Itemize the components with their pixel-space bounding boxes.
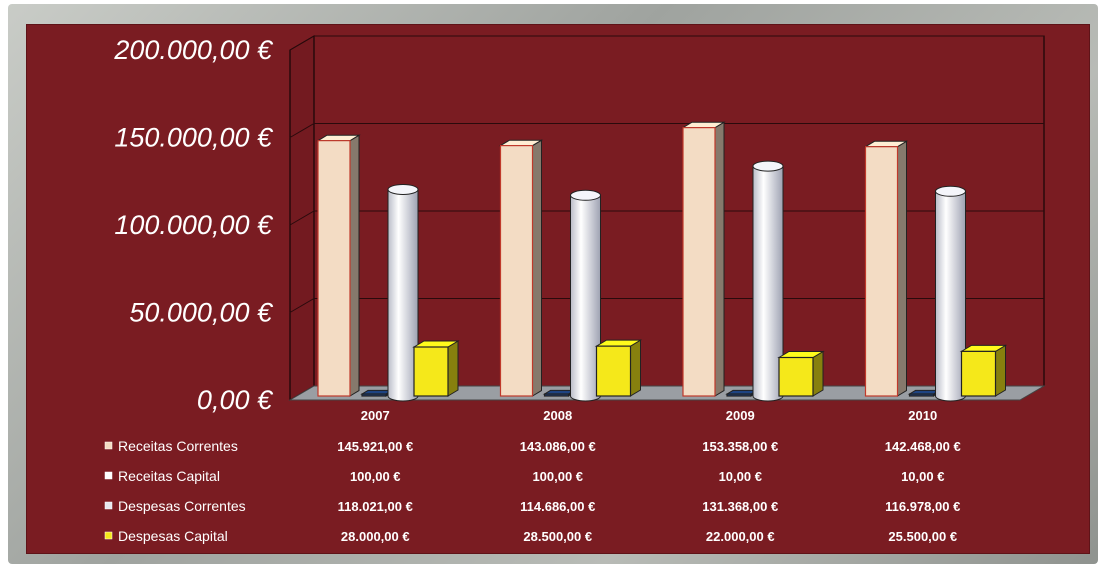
bar-front <box>682 127 716 397</box>
bar-front <box>726 393 752 397</box>
y-tick-label: 200.000,00 € <box>113 35 274 65</box>
bar <box>387 183 419 402</box>
chart-panel <box>26 24 1090 554</box>
data-label: 28.000,00 € <box>341 529 410 544</box>
bar <box>498 139 544 397</box>
data-table: Receitas Correntes 145.921,00 € 143.086,00… <box>104 438 961 544</box>
bar <box>681 121 726 397</box>
y-axis-ticks: 0,00 € 50.000,00 € 100.000,00 € 150.000,00 … <box>113 35 274 415</box>
legend-label: Receitas Capital <box>118 468 220 484</box>
bar-side <box>897 140 907 397</box>
bar <box>594 339 643 397</box>
y-tick-label: 50.000,00 € <box>129 298 274 328</box>
data-label: 153.358,00 € <box>702 439 778 454</box>
bar <box>316 134 361 397</box>
category-label: 2010 <box>908 408 937 423</box>
gridline <box>289 298 1044 313</box>
legend-label: Despesas Capital <box>118 528 228 544</box>
data-label: 10,00 € <box>901 469 944 484</box>
bar-side <box>532 139 542 397</box>
category-label: 2008 <box>543 408 572 423</box>
bar-front <box>317 140 351 397</box>
legend-swatch <box>104 441 113 450</box>
data-label: 25.500,00 € <box>888 529 957 544</box>
bar-front <box>960 350 997 397</box>
bar-top <box>935 185 966 197</box>
data-label: 10,00 € <box>719 469 762 484</box>
data-label: 145.921,00 € <box>337 439 413 454</box>
bar-top <box>387 183 419 195</box>
category-label: 2009 <box>726 408 755 423</box>
data-label: 131.368,00 € <box>702 499 778 514</box>
legend-swatch <box>104 501 113 510</box>
bar-front <box>543 393 570 397</box>
bar-side <box>812 350 824 397</box>
y-tick-label: 0,00 € <box>197 385 274 415</box>
data-label: 22.000,00 € <box>706 529 775 544</box>
bar <box>412 340 460 397</box>
data-label: 28.500,00 € <box>523 529 592 544</box>
bar-side <box>630 339 641 397</box>
bar-front <box>413 346 449 397</box>
bar-side <box>995 344 1006 397</box>
bar <box>777 350 825 397</box>
bar-top <box>570 189 601 201</box>
gridline <box>289 123 1044 138</box>
x-axis-categories: 2007 2008 2009 2010 <box>361 408 937 423</box>
category-label: 2007 <box>361 408 390 423</box>
legend-swatch <box>104 471 113 480</box>
gridline <box>289 35 1044 51</box>
bar <box>959 344 1008 397</box>
bar-side <box>349 134 360 397</box>
bar-side <box>447 340 459 397</box>
bar-side <box>714 121 725 397</box>
y-tick-label: 150.000,00 € <box>114 123 274 153</box>
y-tick-label: 100.000,00 € <box>114 210 274 240</box>
legend-label: Receitas Correntes <box>118 438 238 454</box>
data-label: 143.086,00 € <box>520 439 596 454</box>
bar-front <box>908 393 935 397</box>
data-label: 114.686,00 € <box>520 499 595 514</box>
data-label: 100,00 € <box>350 469 401 484</box>
bar-front <box>499 144 534 397</box>
data-label: 100,00 € <box>532 469 583 484</box>
bar-front <box>361 393 387 397</box>
bar <box>863 140 909 397</box>
legend-swatch <box>104 531 113 540</box>
bar-top <box>752 160 784 172</box>
bar-front <box>595 345 632 397</box>
data-label: 142.468,00 € <box>885 439 961 454</box>
data-label: 116.978,00 € <box>885 499 960 514</box>
data-label: 118.021,00 € <box>338 499 413 514</box>
gridline <box>289 210 1044 226</box>
bars <box>316 121 1008 402</box>
bar-front <box>864 146 899 397</box>
legend-label: Despesas Correntes <box>118 498 246 514</box>
bar-front <box>778 356 814 397</box>
